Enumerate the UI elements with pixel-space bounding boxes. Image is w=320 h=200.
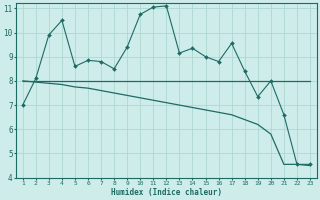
X-axis label: Humidex (Indice chaleur): Humidex (Indice chaleur) bbox=[111, 188, 222, 197]
